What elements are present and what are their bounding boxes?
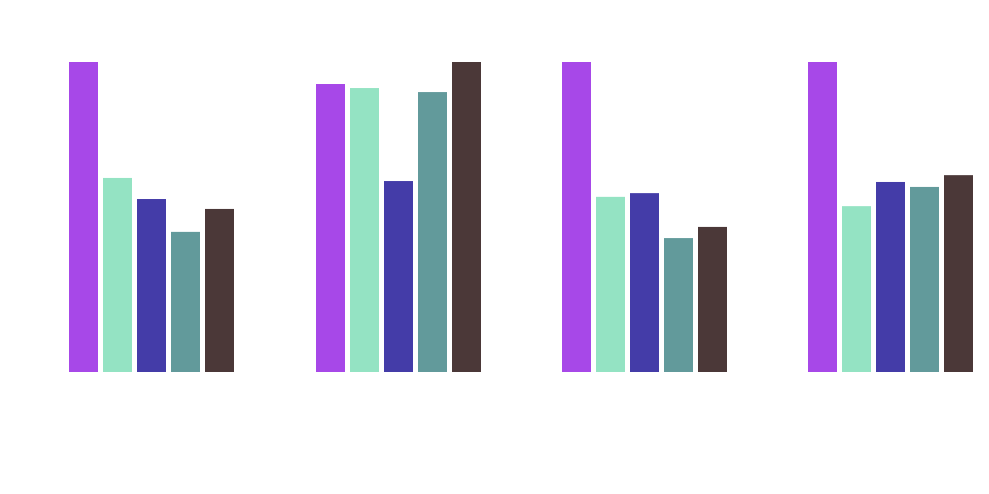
bar-group-2-series-1 [316, 84, 345, 372]
bar-group-3-series-4 [664, 238, 693, 372]
bar-group-1-series-3 [137, 199, 166, 372]
bar-group-2-series-3 [384, 181, 413, 372]
bar-group-3-series-5 [698, 226, 727, 372]
bar-group-4-series-4 [910, 186, 939, 372]
bar-group-2-series-5 [452, 62, 481, 372]
bar-group-1-series-4 [171, 231, 200, 372]
bar-group-1-series-5 [205, 208, 234, 372]
bar-group-3-series-3 [630, 193, 659, 372]
bar-group-4 [808, 62, 973, 372]
bar-group-1 [69, 62, 234, 372]
bar-group-1-series-2 [103, 177, 132, 372]
bar-group-2-series-4 [418, 92, 447, 372]
bar-group-1-series-1 [69, 62, 98, 372]
bar-group-3-series-1 [562, 62, 591, 372]
bar-group-4-series-2 [842, 206, 871, 372]
bar-group-2 [316, 62, 481, 372]
bar-group-3 [562, 62, 727, 372]
bar-group-2-series-2 [350, 88, 379, 372]
bar-group-4-series-5 [944, 175, 973, 372]
bar-group-4-series-1 [808, 62, 837, 372]
bar-group-3-series-2 [596, 196, 625, 372]
bar-group-4-series-3 [876, 181, 905, 372]
